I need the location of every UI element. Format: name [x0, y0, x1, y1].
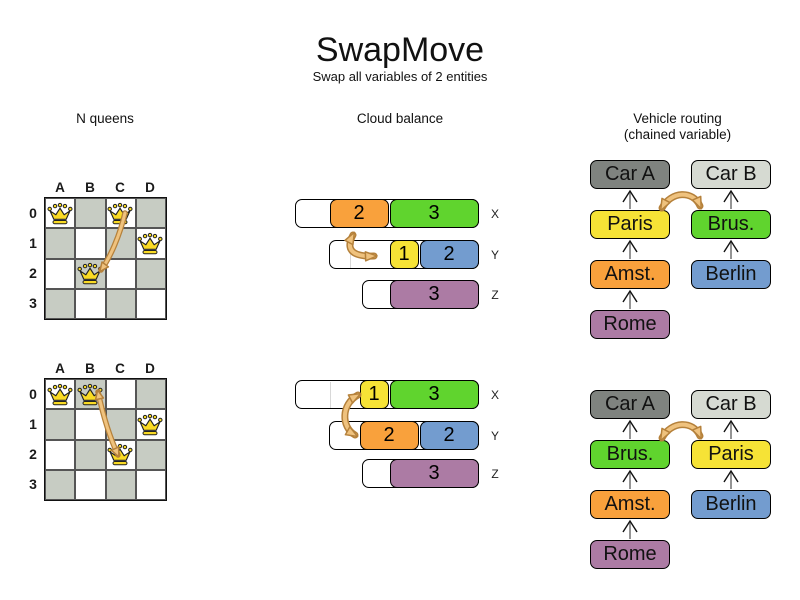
board-row-label: 0	[29, 205, 37, 221]
process-segment-orange: 2	[359, 421, 419, 450]
board-cell	[75, 288, 106, 319]
section-header-nqueens: N queens	[76, 111, 134, 126]
vr-box-amst: Amst.	[590, 490, 670, 519]
ghost-divider	[330, 382, 331, 408]
vr-box-paris: Paris	[590, 210, 670, 239]
process-segment-purple: 3	[389, 280, 479, 309]
vr-box-paris: Paris	[691, 440, 771, 469]
queen-icon	[47, 202, 73, 225]
board-cell	[105, 258, 136, 289]
board-row-label: 1	[29, 416, 37, 432]
board-row-label: 1	[29, 235, 37, 251]
board-cell	[45, 409, 76, 440]
computer-label-Y: Y	[490, 248, 499, 262]
process-segment-blue: 2	[419, 421, 479, 450]
vr-box-berlin: Berlin	[691, 260, 771, 289]
board-cell	[45, 258, 76, 289]
board-cell	[75, 228, 106, 259]
board-cell	[105, 409, 136, 440]
board-col-label: B	[85, 361, 95, 376]
board-cell	[105, 379, 136, 410]
board-row-label: 3	[29, 295, 37, 311]
board-col-label: A	[55, 361, 65, 376]
process-segment-green: 3	[389, 380, 479, 409]
section-header-vehicle-routing: Vehicle routing (chained variable)	[590, 111, 765, 143]
board-cell	[45, 288, 76, 319]
board-col-label: C	[115, 361, 125, 376]
process-segment-yellow: 1	[389, 240, 419, 269]
process-segment-purple: 3	[389, 459, 479, 488]
board-cell	[105, 228, 136, 259]
section-header-cloud-balance: Cloud balance	[356, 111, 444, 126]
board-cell	[135, 439, 166, 470]
swap-arrow-vehicle-routing-bottom	[658, 421, 704, 442]
board-col-label: D	[145, 180, 155, 195]
board-cell	[135, 469, 166, 500]
process-segment-yellow: 1	[359, 380, 389, 409]
board-cell	[135, 288, 166, 319]
board-row-label: 2	[29, 265, 37, 281]
queen-icon	[107, 202, 133, 225]
board-cell	[45, 228, 76, 259]
vr-box-rome: Rome	[590, 310, 670, 339]
vr-box-cara: Car A	[590, 390, 670, 419]
board-cell	[75, 409, 106, 440]
vr-box-brus: Brus.	[691, 210, 771, 239]
board-cell	[75, 439, 106, 470]
vr-box-amst: Amst.	[590, 260, 670, 289]
board-row-label: 2	[29, 446, 37, 462]
vr-box-rome: Rome	[590, 540, 670, 569]
computer-label-Z: Z	[491, 467, 499, 481]
board-cell	[45, 439, 76, 470]
queen-icon	[47, 383, 73, 406]
vr-box-carb: Car B	[691, 390, 771, 419]
vr-box-carb: Car B	[691, 160, 771, 189]
board-cell	[45, 379, 76, 410]
queen-icon	[77, 383, 103, 406]
queen-icon	[77, 262, 103, 285]
board-cell	[75, 198, 106, 229]
board-cell	[135, 409, 166, 440]
board-cell	[75, 469, 106, 500]
process-segment-orange: 2	[329, 199, 389, 228]
vr-box-cara: Car A	[590, 160, 670, 189]
board-cell	[135, 379, 166, 410]
process-segment-green: 3	[389, 199, 479, 228]
board-cell	[105, 469, 136, 500]
vehicle-routing-header-line1: Vehicle routing	[633, 111, 722, 126]
chain-connector-arrows	[622, 189, 739, 539]
board-row-label: 3	[29, 476, 37, 492]
computer-label-X: X	[490, 388, 499, 402]
board-cell	[45, 198, 76, 229]
board-cell	[45, 469, 76, 500]
computer-label-X: X	[490, 207, 499, 221]
vr-box-berlin: Berlin	[691, 490, 771, 519]
board-cell	[105, 288, 136, 319]
swap-arrow-vehicle-routing-top	[658, 191, 704, 212]
board-cell	[135, 198, 166, 229]
queen-icon	[107, 443, 133, 466]
board-row-label: 0	[29, 386, 37, 402]
vr-box-brus: Brus.	[590, 440, 670, 469]
board-col-label: D	[145, 361, 155, 376]
process-segment-blue: 2	[419, 240, 479, 269]
board-col-label: B	[85, 180, 95, 195]
page-title: SwapMove	[315, 31, 485, 69]
queen-icon	[137, 232, 163, 255]
board-col-label: C	[115, 180, 125, 195]
page-subtitle: Swap all variables of 2 entities	[312, 69, 488, 84]
computer-label-Z: Z	[491, 288, 499, 302]
queen-icon	[137, 413, 163, 436]
board-cell	[135, 228, 166, 259]
vehicle-routing-header-line2: (chained variable)	[623, 127, 732, 142]
board-col-label: A	[55, 180, 65, 195]
ghost-divider	[350, 242, 351, 268]
board-cell	[135, 258, 166, 289]
computer-label-Y: Y	[490, 429, 499, 443]
